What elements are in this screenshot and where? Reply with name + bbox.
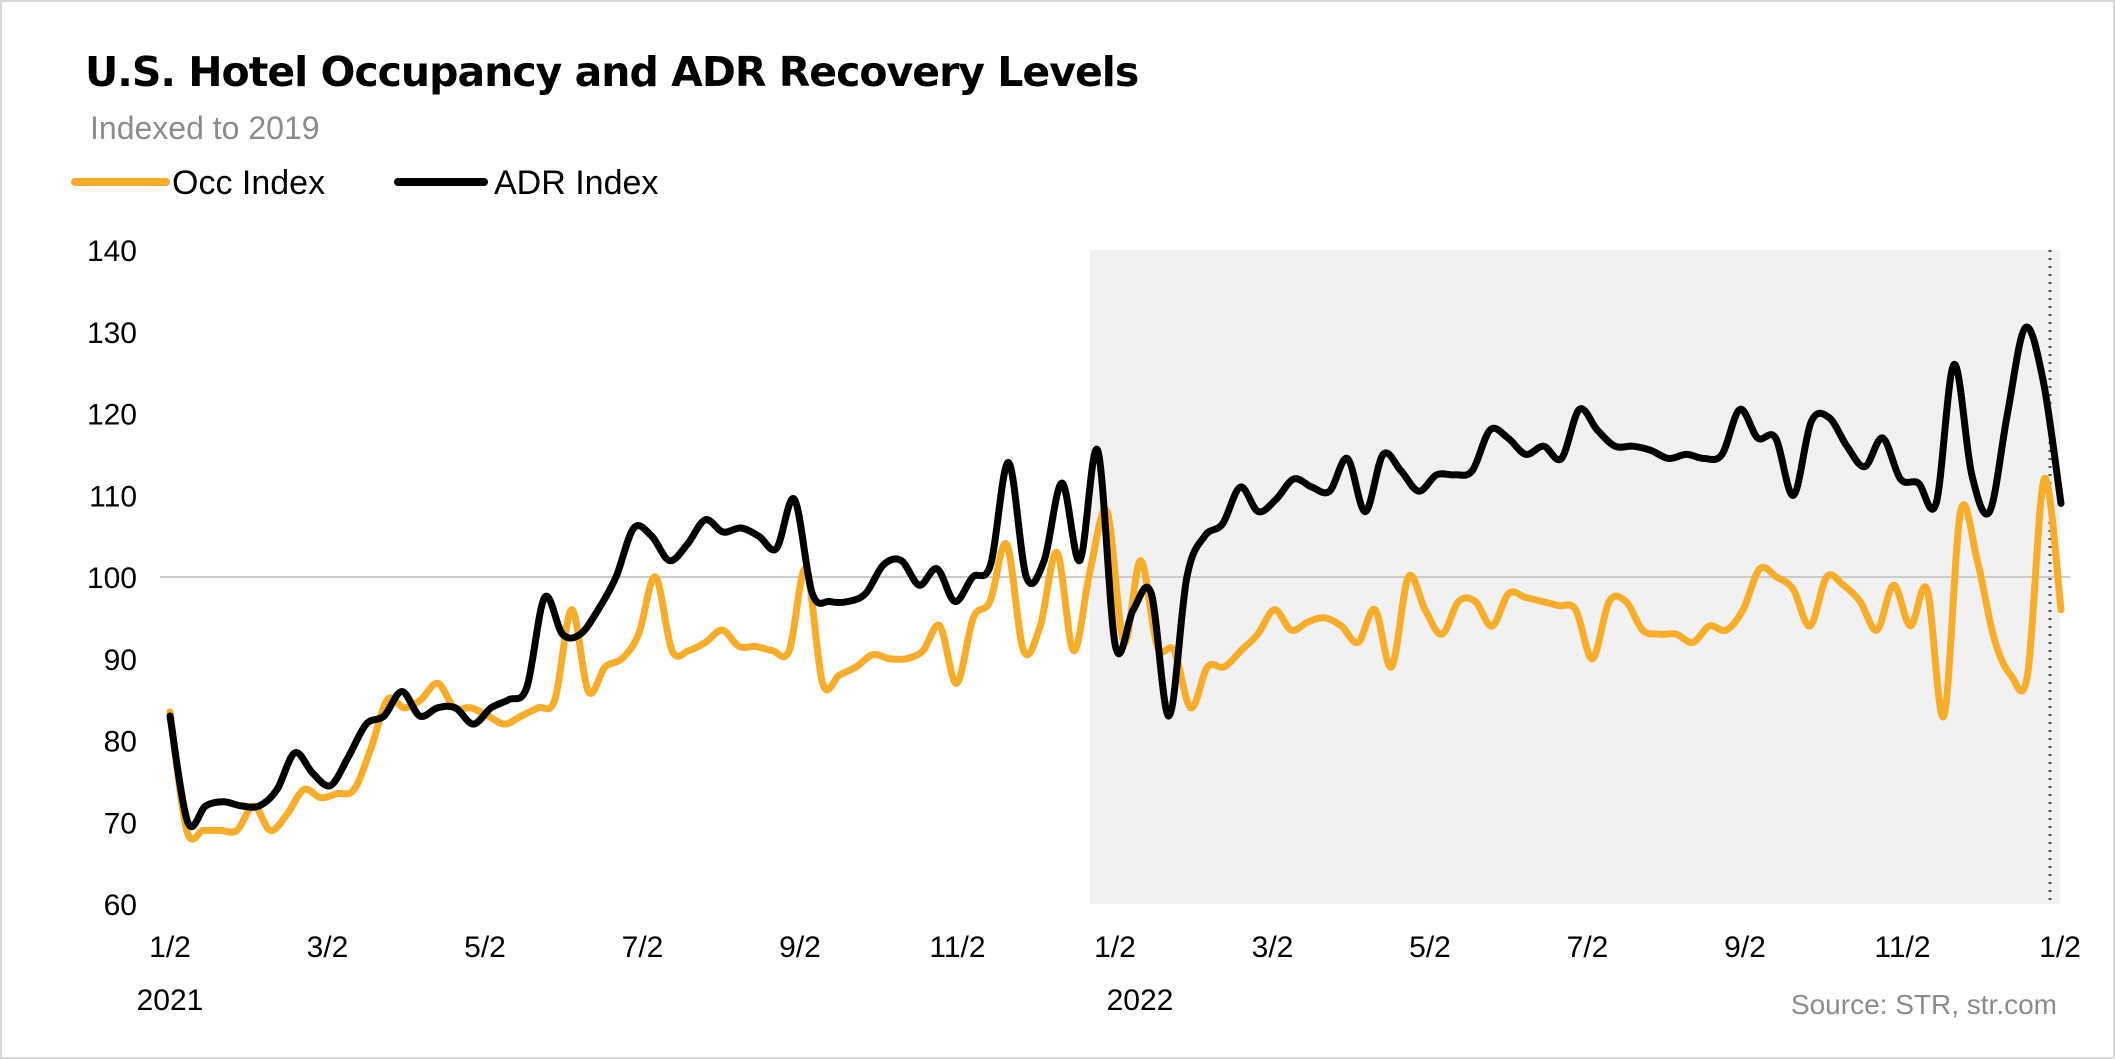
y-axis: 60 70 80 90 100 110 120 130 140 <box>87 235 137 922</box>
y-tick-label: 110 <box>89 480 137 513</box>
x-tick-label: 5/2 <box>464 931 506 964</box>
series-lines <box>166 323 2065 843</box>
chart-subtitle: Indexed to 2019 <box>90 110 320 146</box>
x-tick-label: 1/2 <box>2039 931 2081 964</box>
x-tick-label: 3/2 <box>1252 931 1294 964</box>
series-line-adr-index <box>166 323 2065 831</box>
y-tick-label: 140 <box>87 235 137 268</box>
x-tick-label: 11/2 <box>1874 931 1930 964</box>
x-tick-label: 7/2 <box>1567 931 1609 964</box>
chart-title: U.S. Hotel Occupancy and ADR Recovery Le… <box>85 48 1139 96</box>
y-tick-label: 120 <box>87 399 137 432</box>
year-label: 2021 <box>137 984 204 1017</box>
x-tick-label: 1/2 <box>149 931 191 964</box>
year-labels: 2021 2022 <box>137 984 1174 1017</box>
y-tick-label: 80 <box>104 726 137 759</box>
x-tick-label: 3/2 <box>307 931 349 964</box>
x-tick-label: 11/2 <box>929 931 985 964</box>
y-tick-label: 100 <box>87 562 137 595</box>
legend: Occ Index ADR Index <box>71 164 658 202</box>
legend-adr-label: ADR Index <box>494 164 658 202</box>
x-tick-label: 9/2 <box>1724 931 1766 964</box>
y-tick-label: 90 <box>104 644 137 677</box>
y-tick-label: 60 <box>104 889 137 922</box>
x-tick-label: 7/2 <box>622 931 664 964</box>
y-tick-label: 70 <box>104 807 137 840</box>
x-tick-label: 9/2 <box>779 931 821 964</box>
year-label: 2022 <box>1107 984 1174 1017</box>
legend-occ-label: Occ Index <box>172 164 325 202</box>
x-tick-label: 1/2 <box>1094 931 1136 964</box>
y-tick-label: 130 <box>87 317 137 350</box>
x-tick-label: 5/2 <box>1409 931 1451 964</box>
source-note: Source: STR, str.com <box>1790 989 2057 1020</box>
x-axis: 1/2 3/2 5/2 7/2 9/2 11/2 1/2 3/2 5/2 7/2 9/2 11/2 1/… <box>149 931 2081 964</box>
series-line-occ-index <box>166 475 2065 843</box>
